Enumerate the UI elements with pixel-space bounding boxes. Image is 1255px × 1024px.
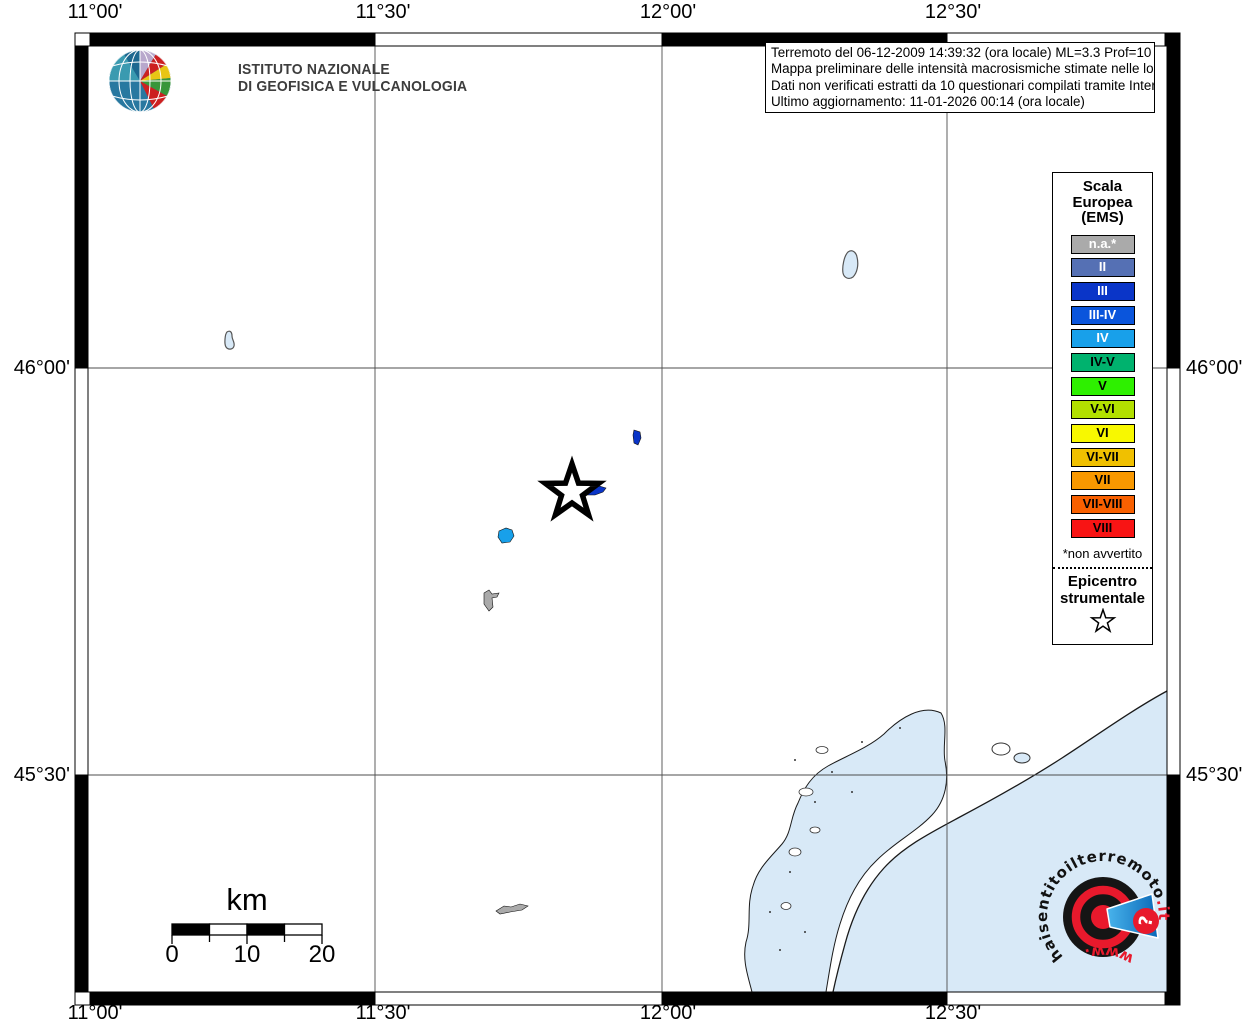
legend-footnote: *non avvertito bbox=[1062, 545, 1143, 561]
locality-marker-iii bbox=[632, 429, 642, 446]
ingv-globe-logo bbox=[109, 50, 171, 112]
axis-label-bottom: 12°00' bbox=[639, 1002, 697, 1024]
locality-marker-na bbox=[495, 903, 529, 915]
legend-title-line: Europea bbox=[1072, 193, 1133, 211]
axis-label-left: 46°00' bbox=[13, 357, 70, 379]
coastline bbox=[832, 690, 1168, 993]
info-line-map: Mappa preliminare delle intensità macros… bbox=[771, 61, 1155, 77]
legend-item-iv: IV bbox=[1070, 329, 1135, 349]
lagoon-islands bbox=[780, 746, 829, 910]
map-frame bbox=[74, 32, 1181, 1006]
legend-panel: Scala Europea (EMS) n.a.* II III III-IV … bbox=[1052, 172, 1153, 645]
axis-label-bottom: 11°30' bbox=[355, 1002, 411, 1024]
scale-bar-tick: 20 bbox=[308, 941, 336, 968]
legend-item-vi: VI bbox=[1070, 424, 1135, 443]
scale-bar-unit: km bbox=[226, 882, 268, 917]
ingv-name-line2: DI GEOFISICA E VULCANOLOGIA bbox=[238, 78, 468, 95]
axis-label-top: 11°30' bbox=[355, 1, 411, 23]
epicenter-star bbox=[537, 455, 607, 522]
legend-item-vii-viii: VII-VIII bbox=[1070, 495, 1135, 515]
question-mark-icon: ? bbox=[1135, 914, 1157, 928]
axis-label-top: 11°00' bbox=[67, 1, 123, 23]
coastal-pond bbox=[1013, 752, 1031, 764]
locality-marker-iv bbox=[497, 527, 515, 544]
legend-item-viii: VIII bbox=[1070, 518, 1135, 538]
lake-northeast bbox=[842, 250, 859, 279]
legend-epicenter-line: Epicentro bbox=[1067, 572, 1138, 590]
axis-label-right: 46°00' bbox=[1186, 357, 1243, 379]
legend-epicenter-line: strumentale bbox=[1059, 589, 1146, 607]
legend-divider bbox=[1053, 566, 1152, 569]
info-line-update: Ultimo aggiornamento: 11-01-2026 00:14 (… bbox=[771, 93, 1085, 109]
legend-item-v-vi: V-VI bbox=[1070, 400, 1135, 420]
axis-label-top: 12°00' bbox=[639, 1, 697, 23]
caorle-lagoon-pond bbox=[991, 742, 1011, 756]
legend-title-line: (EMS) bbox=[1081, 209, 1124, 226]
legend-title-line: Scala bbox=[1082, 178, 1123, 195]
scale-bar-tick: 0 bbox=[165, 941, 179, 968]
legend-item-ii: II bbox=[1070, 258, 1135, 278]
scale-bar-tick: 10 bbox=[233, 941, 261, 968]
graticule bbox=[88, 46, 1167, 992]
axis-label-left: 45°30' bbox=[13, 764, 70, 786]
axis-label-bottom: 11°00' bbox=[67, 1002, 123, 1024]
locality-marker-na bbox=[483, 589, 500, 612]
legend-item-na: n.a.* bbox=[1070, 234, 1135, 254]
axis-label-top: 12°30' bbox=[924, 1, 982, 23]
scale-bar bbox=[171, 923, 323, 944]
legend-item-iii-iv: III-IV bbox=[1070, 305, 1135, 325]
axis-label-bottom: 12°30' bbox=[924, 1002, 982, 1024]
legend-item-iii: III bbox=[1070, 281, 1135, 301]
venice-lagoon bbox=[744, 709, 948, 993]
question-badge bbox=[1133, 908, 1159, 934]
ingv-name-line1: ISTITUTO NAZIONALE bbox=[238, 61, 390, 78]
info-line-event: Terremoto del 06-12-2009 14:39:32 (ora l… bbox=[771, 45, 1155, 60]
marsh-specks bbox=[769, 727, 901, 951]
ingv-logo-text: ISTITUTO NAZIONALE DI GEOFISICA E VULCAN… bbox=[238, 61, 467, 95]
axis-label-right: 45°30' bbox=[1186, 764, 1243, 786]
legend-item-v: V bbox=[1070, 376, 1135, 396]
info-line-data: Dati non verificati estratti da 10 quest… bbox=[771, 77, 1155, 93]
legend-item-vi-vii: VI-VII bbox=[1070, 447, 1135, 467]
legend-item-vii: VII bbox=[1070, 471, 1135, 491]
epicenter-star-icon bbox=[1089, 607, 1116, 633]
legend-epicenter-label: Epicentro strumentale bbox=[1053, 573, 1152, 607]
lake-northwest bbox=[224, 330, 235, 350]
locality-markers bbox=[483, 429, 642, 915]
legend-item-iv-v: IV-V bbox=[1070, 352, 1135, 372]
earthquake-info-box: Terremoto del 06-12-2009 14:39:32 (ora l… bbox=[765, 42, 1155, 113]
legend-title: Scala Europea (EMS) bbox=[1053, 179, 1152, 226]
